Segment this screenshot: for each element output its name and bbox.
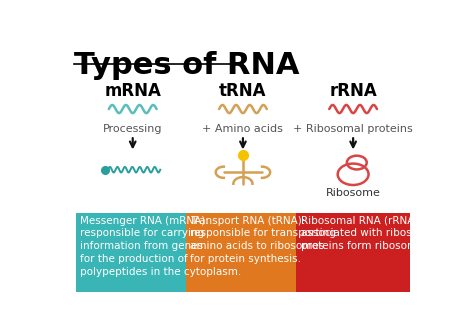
Text: tRNA: tRNA [219,82,267,100]
Text: + Amino acids: + Amino acids [202,124,283,134]
Text: Processing: Processing [103,124,163,134]
Text: rRNA: rRNA [329,82,377,100]
Text: Transport RNA (tRNA):
responsible for transporting
amino acids to ribosomes
for : Transport RNA (tRNA): responsible for tr… [191,215,336,264]
Text: mRNA: mRNA [104,82,161,100]
FancyBboxPatch shape [76,213,190,292]
Text: Messenger RNA (mRNA):
responsible for carrying
information from genes
for the pr: Messenger RNA (mRNA): responsible for ca… [80,215,241,277]
Text: Types of RNA: Types of RNA [74,51,300,80]
FancyBboxPatch shape [186,213,300,292]
FancyBboxPatch shape [296,213,410,292]
Text: + Ribosomal proteins: + Ribosomal proteins [293,124,413,134]
Text: Ribosome: Ribosome [326,188,381,198]
Text: Ribosomal RNA (rRNA):
associated with ribosomal
proteins form ribosomes.: Ribosomal RNA (rRNA): associated with ri… [301,215,437,251]
